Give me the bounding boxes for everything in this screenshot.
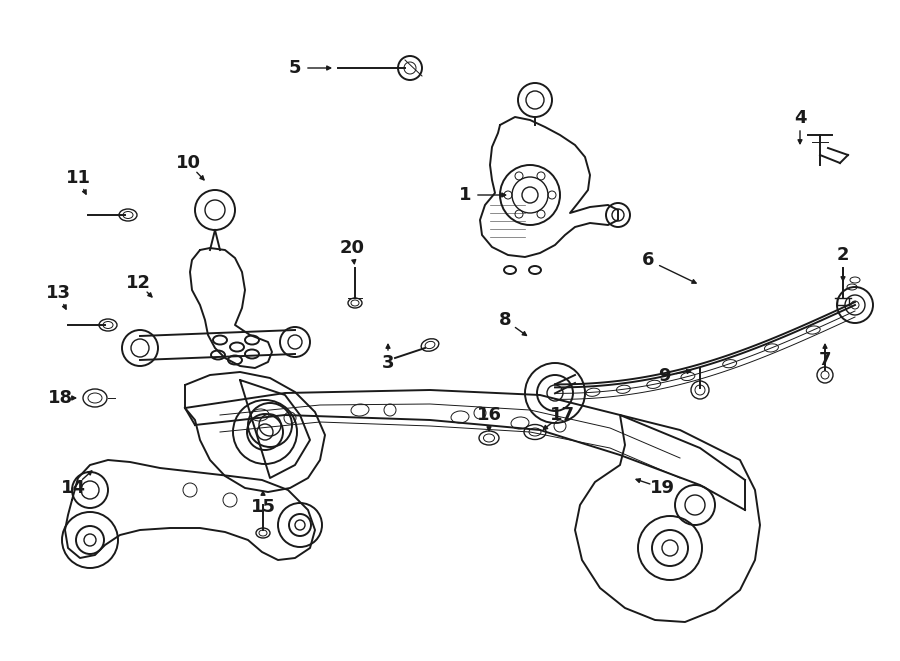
- Text: 18: 18: [48, 389, 73, 407]
- Text: 20: 20: [339, 239, 365, 257]
- Text: 7: 7: [819, 351, 832, 369]
- Text: 16: 16: [476, 406, 501, 424]
- Text: 2: 2: [837, 246, 850, 264]
- Text: 10: 10: [176, 154, 201, 172]
- Text: 3: 3: [382, 354, 394, 372]
- Text: 15: 15: [250, 498, 275, 516]
- Text: 4: 4: [794, 109, 806, 127]
- Text: 17: 17: [550, 406, 574, 424]
- Text: 12: 12: [125, 274, 150, 292]
- Text: 19: 19: [650, 479, 674, 497]
- Text: 8: 8: [499, 311, 511, 329]
- Text: 11: 11: [66, 169, 91, 187]
- Text: 14: 14: [60, 479, 86, 497]
- Text: 13: 13: [46, 284, 70, 302]
- Text: 6: 6: [642, 251, 654, 269]
- Text: 9: 9: [658, 367, 670, 385]
- Text: 5: 5: [289, 59, 302, 77]
- Text: 1: 1: [459, 186, 472, 204]
